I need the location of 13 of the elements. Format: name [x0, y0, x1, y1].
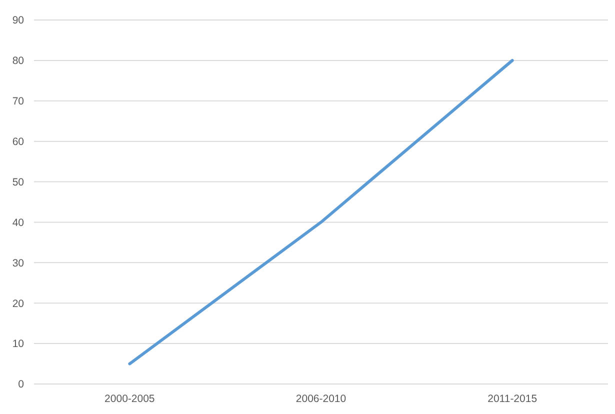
- x-tick-label: 2011-2015: [488, 393, 538, 405]
- y-tick-label: 70: [12, 96, 24, 108]
- x-tick-label: 2006-2010: [296, 393, 346, 405]
- y-tick-label: 80: [12, 55, 24, 68]
- y-tick-label: 50: [12, 176, 24, 188]
- y-tick-label: 0: [18, 378, 24, 391]
- y-tick-label: 30: [12, 257, 24, 270]
- y-tick-label: 40: [12, 216, 24, 229]
- y-tick-label: 60: [12, 136, 24, 148]
- y-tick-label: 10: [12, 338, 24, 350]
- x-tick-label: 2000-2005: [104, 393, 155, 405]
- y-tick-label: 20: [12, 298, 24, 310]
- y-tick-label: 90: [12, 14, 24, 27]
